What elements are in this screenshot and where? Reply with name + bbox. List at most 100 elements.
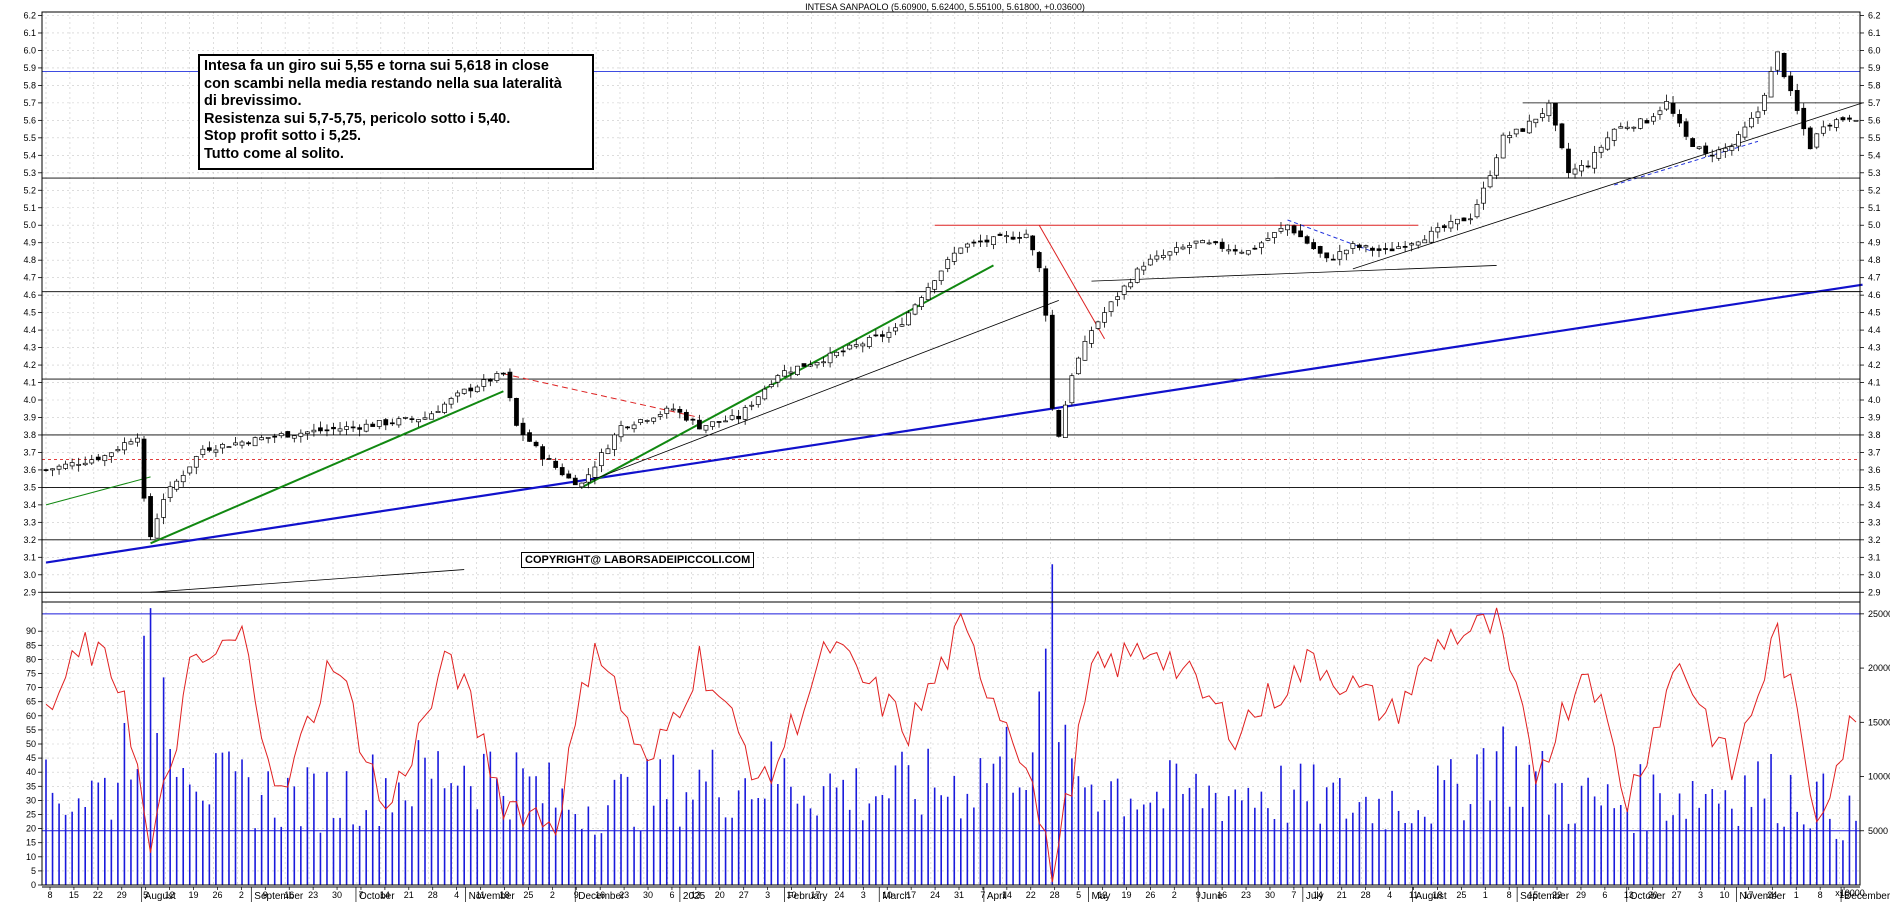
price-candle [860,343,866,347]
day-tick-label: 20 [715,890,725,900]
price-tick-label-right: 4.3 [1868,343,1881,353]
price-candle [187,466,193,474]
price-tick-label-right: 5.7 [1868,98,1881,108]
price-candle [1193,240,1199,244]
day-tick-label: 28 [428,890,438,900]
price-candle [1350,243,1356,249]
price-candle [115,449,121,452]
price-candle [1651,116,1656,122]
oscillator-tick-label: 5 [31,866,36,876]
price-tick-label-left: 5.0 [23,220,36,230]
price-candle [853,344,859,347]
price-candle [1507,135,1513,139]
price-candle [991,236,996,245]
price-tick-label-right: 3.4 [1868,500,1881,510]
price-candle [1513,128,1519,135]
price-candle [285,431,291,438]
price-candle [304,431,310,434]
price-candle [1553,102,1558,126]
day-tick-label: 24 [834,890,844,900]
price-tick-label-left: 2.9 [23,587,36,597]
price-candle [154,518,160,539]
price-candle [1082,341,1088,361]
day-tick-label: 1 [1794,890,1799,900]
price-candle [814,362,820,366]
price-candle [1441,225,1447,228]
price-candle [403,416,408,419]
price-candle [1010,236,1016,240]
day-tick-label: 30 [1265,890,1275,900]
price-candle [1820,126,1826,134]
price-candle [1494,157,1499,176]
price-tick-label-left: 3.3 [23,517,36,527]
day-tick-label: 8 [1507,890,1512,900]
price-candle [69,462,75,467]
price-candle [1056,409,1062,437]
price-tick-label-right: 5.6 [1868,115,1881,125]
price-tick-label-right: 3.5 [1868,482,1881,492]
day-tick-label: 5 [1076,890,1081,900]
day-tick-label: 15 [69,890,79,900]
price-candle [416,419,421,423]
day-tick-label: 25 [523,890,533,900]
month-label: August [1415,891,1446,902]
price-candle [683,411,689,421]
oscillator-tick-label: 65 [26,697,36,707]
price-candle [487,378,493,382]
price-candle [1232,249,1238,252]
price-candle [736,415,742,420]
price-candle [1245,250,1251,255]
day-tick-label: 3 [861,890,866,900]
price-candle [677,408,683,413]
price-candle [1827,124,1833,127]
price-candle [468,387,474,392]
day-tick-label: 3 [1698,890,1703,900]
price-candle [1455,218,1460,225]
day-tick-label: 10 [787,890,797,900]
day-tick-label: 21 [404,890,414,900]
price-tick-label-left: 6.0 [23,45,36,55]
price-candle [775,375,781,383]
price-tick-label-right: 4.2 [1868,360,1881,370]
price-candle [252,437,258,447]
main-uptrend-line [45,283,1863,564]
oscillator-tick-label: 25 [26,810,36,820]
price-candle [1278,227,1284,232]
note-line: Tutto come al solito. [204,145,344,162]
price-candle [978,240,983,243]
price-candle [1174,247,1179,253]
month-label: May [1092,891,1111,902]
price-candle [527,432,532,442]
day-tick-label: 26 [1145,890,1155,900]
price-tick-label-right: 5.2 [1868,185,1881,195]
price-candle [553,460,559,468]
day-tick-label: 22 [1552,890,1562,900]
price-candle [1781,52,1787,78]
price-tick-label-right: 3.0 [1868,570,1881,580]
volume-bars [42,564,1860,885]
price-candle [1690,138,1696,147]
price-candle [141,438,147,499]
price-tick-label-left: 5.6 [23,115,36,125]
price-candle [1461,217,1467,222]
price-candle [847,344,853,350]
price-candle [1474,204,1480,218]
price-candle [1095,321,1101,329]
price-tick-label-left: 4.4 [23,325,36,335]
price-tick-label-right: 4.1 [1868,378,1881,388]
price-candle [1200,240,1205,244]
price-candle [644,420,650,422]
price-candle [1115,296,1121,300]
oscillator-line [45,607,1857,883]
price-candle [220,443,225,449]
price-candle [494,373,500,381]
price-candle [213,449,219,453]
price-tick-label-left: 6.2 [23,10,36,20]
price-candle [932,280,938,290]
price-candle [1298,230,1303,238]
month-label: February [788,891,828,902]
price-tick-label-right: 6.2 [1868,10,1881,20]
day-tick-label: 30 [332,890,342,900]
price-candle [1559,123,1565,149]
price-candle [1664,101,1669,110]
